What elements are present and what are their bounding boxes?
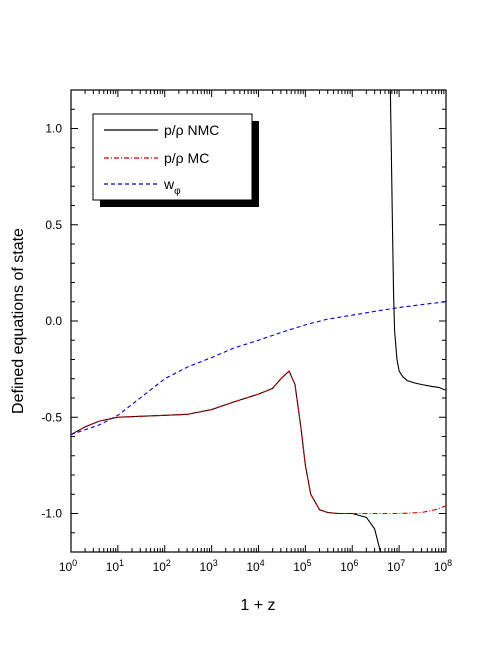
x-tick-label: 102 (153, 558, 171, 574)
x-tick-label: 105 (293, 558, 311, 574)
series-line-1-segment-2 (389, 90, 446, 391)
y-tick-labels: -1.0 -0.5 0.0 0.5 1.0 (41, 122, 62, 521)
x-tick-label: 101 (106, 558, 124, 574)
y-axis-title: Defined equations of state (10, 228, 27, 414)
legend-box (92, 113, 253, 201)
series-line-1-segment-1 (71, 370, 382, 552)
series-line-2-segment-1 (71, 370, 446, 515)
y-tick-label: 0.5 (45, 218, 62, 232)
x-tick-label: 106 (340, 558, 358, 574)
series-line-3-segment-1 (71, 301, 446, 436)
y-tick-label: 0.0 (45, 314, 62, 328)
legend-label-1: p/ρ NMC (164, 122, 219, 138)
legend-entries: p/ρ NMC p/ρ MC wφ (104, 122, 219, 197)
legend-label-3: wφ (163, 176, 181, 197)
x-tick-label: 103 (199, 558, 217, 574)
x-tick-label: 104 (246, 558, 264, 574)
series-lines (71, 90, 446, 552)
x-tick-label: 100 (59, 558, 77, 574)
y-tick-label: 1.0 (45, 122, 62, 136)
legend-label-2: p/ρ MC (164, 150, 209, 166)
axis-ticks (70, 89, 446, 553)
x-tick-label: 108 (434, 558, 452, 574)
y-tick-label: -1.0 (41, 507, 62, 521)
y-tick-label: -0.5 (41, 410, 62, 424)
x-tick-label: 107 (387, 558, 405, 574)
x-tick-labels: 100 101 102 103 104 105 106 107 108 (59, 558, 452, 574)
x-axis-title: 1 + z (240, 597, 275, 614)
legend: p/ρ NMC p/ρ MC wφ (92, 113, 259, 207)
